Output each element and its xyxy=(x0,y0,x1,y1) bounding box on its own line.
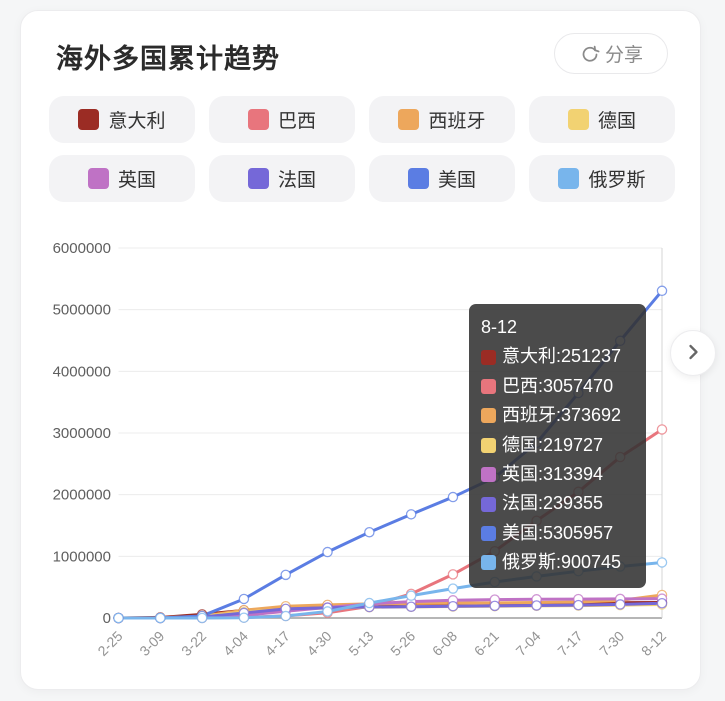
data-point xyxy=(614,335,626,347)
data-point xyxy=(531,437,542,449)
legend-label: 法国 xyxy=(277,170,316,191)
data-point xyxy=(322,606,333,617)
legend-item-4[interactable]: 英国 xyxy=(49,155,195,202)
data-point xyxy=(573,486,584,498)
data-point xyxy=(447,569,459,580)
data-point xyxy=(196,612,208,624)
legend-swatch xyxy=(567,109,589,130)
svg-text:4-30: 4-30 xyxy=(304,628,335,659)
legend-item-2[interactable]: 西班牙 xyxy=(369,96,515,143)
svg-text:2000000: 2000000 xyxy=(53,487,111,504)
data-point xyxy=(614,561,626,572)
svg-text:1000000: 1000000 xyxy=(53,548,111,565)
data-point xyxy=(447,583,459,594)
trend-chart[interactable]: 0 1000000 2000000 3000000 4000000 5000000 6000… xyxy=(21,231,702,691)
data-point xyxy=(405,601,417,612)
data-point xyxy=(155,612,166,624)
next-button[interactable] xyxy=(670,330,716,376)
legend-swatch xyxy=(398,109,420,130)
svg-text:8-12: 8-12 xyxy=(638,628,669,659)
series-line-5 xyxy=(117,601,664,620)
svg-text:4000000: 4000000 xyxy=(53,363,111,380)
legend-swatch xyxy=(558,168,580,189)
data-point xyxy=(364,526,375,538)
data-point xyxy=(531,515,542,527)
data-point xyxy=(405,590,417,601)
y-axis-labels: 0 1000000 2000000 3000000 4000000 5000000 6000… xyxy=(53,240,111,627)
x-axis-labels: 2-25 3-09 3-22 4-04 4-17 4-30 5-13 5-26 6-08 6-21… xyxy=(94,628,669,659)
svg-text:7-17: 7-17 xyxy=(554,628,585,659)
svg-text:2-25: 2-25 xyxy=(94,628,125,659)
legend-swatch xyxy=(247,109,269,130)
legend-label: 美国 xyxy=(437,170,476,191)
data-point xyxy=(573,599,584,611)
chart-canvas: 0 1000000 2000000 3000000 4000000 5000000 6000… xyxy=(53,240,670,659)
legend-item-5[interactable]: 法国 xyxy=(209,155,355,202)
legend: 意大利 巴西 西班牙 德国英国 法国 美国 俄罗斯 xyxy=(49,96,679,202)
data-point xyxy=(531,571,542,582)
data-point xyxy=(656,557,668,568)
data-point xyxy=(238,593,250,605)
legend-item-7[interactable]: 俄罗斯 xyxy=(529,155,675,202)
svg-text:6000000: 6000000 xyxy=(53,240,111,257)
data-point xyxy=(364,597,375,609)
svg-text:4-17: 4-17 xyxy=(262,628,293,659)
svg-text:6-08: 6-08 xyxy=(429,628,460,659)
svg-text:6-21: 6-21 xyxy=(471,628,502,659)
svg-text:0: 0 xyxy=(103,610,111,627)
data-point xyxy=(656,285,668,297)
share-icon xyxy=(579,43,601,65)
legend-swatch xyxy=(78,109,100,130)
legend-swatch xyxy=(407,168,429,189)
svg-text:5-26: 5-26 xyxy=(387,628,418,659)
data-point xyxy=(113,612,124,624)
data-point xyxy=(531,600,542,611)
svg-text:3000000: 3000000 xyxy=(53,425,111,442)
svg-text:3-22: 3-22 xyxy=(178,628,209,659)
legend-label: 英国 xyxy=(117,170,156,191)
legend-label: 俄罗斯 xyxy=(588,170,646,191)
data-point xyxy=(489,472,501,483)
chevron-right-icon xyxy=(681,340,705,367)
legend-swatch xyxy=(87,168,109,189)
series-markers xyxy=(113,285,668,624)
svg-text:5000000: 5000000 xyxy=(53,302,111,319)
svg-text:7-04: 7-04 xyxy=(513,628,544,659)
data-point xyxy=(573,565,584,577)
data-point xyxy=(447,600,459,612)
legend-swatch xyxy=(247,168,269,189)
trend-card: 海外多国累计趋势 分享 意大利 巴西 西班牙 德国英国 法国 美国 俄罗斯 0 1000000… xyxy=(20,10,716,691)
legend-label: 巴西 xyxy=(277,111,316,132)
svg-text:7-30: 7-30 xyxy=(596,628,627,659)
legend-label: 意大利 xyxy=(108,111,166,132)
data-point xyxy=(489,600,501,612)
share-label: 分享 xyxy=(604,45,643,66)
data-point xyxy=(447,491,459,503)
data-point xyxy=(322,546,333,558)
legend-label: 德国 xyxy=(597,111,636,132)
svg-text:4-04: 4-04 xyxy=(220,628,251,659)
data-point xyxy=(573,387,584,399)
legend-item-1[interactable]: 巴西 xyxy=(209,96,355,143)
page-title: 海外多国累计趋势 xyxy=(56,44,280,74)
data-point xyxy=(614,451,626,463)
data-point xyxy=(656,424,668,435)
data-point xyxy=(405,509,417,520)
share-button[interactable]: 分享 xyxy=(554,33,668,74)
data-point xyxy=(238,612,250,623)
data-point xyxy=(280,569,291,581)
legend-label: 西班牙 xyxy=(428,111,486,132)
data-point xyxy=(614,599,626,610)
data-point xyxy=(489,576,501,588)
data-point xyxy=(656,597,668,609)
data-point xyxy=(280,610,291,622)
svg-text:3-09: 3-09 xyxy=(136,628,167,659)
svg-text:5-13: 5-13 xyxy=(345,628,376,659)
data-point xyxy=(489,545,501,557)
legend-item-3[interactable]: 德国 xyxy=(529,96,675,143)
legend-item-6[interactable]: 美国 xyxy=(369,155,515,202)
gridlines xyxy=(118,247,662,619)
legend-item-0[interactable]: 意大利 xyxy=(49,96,195,143)
